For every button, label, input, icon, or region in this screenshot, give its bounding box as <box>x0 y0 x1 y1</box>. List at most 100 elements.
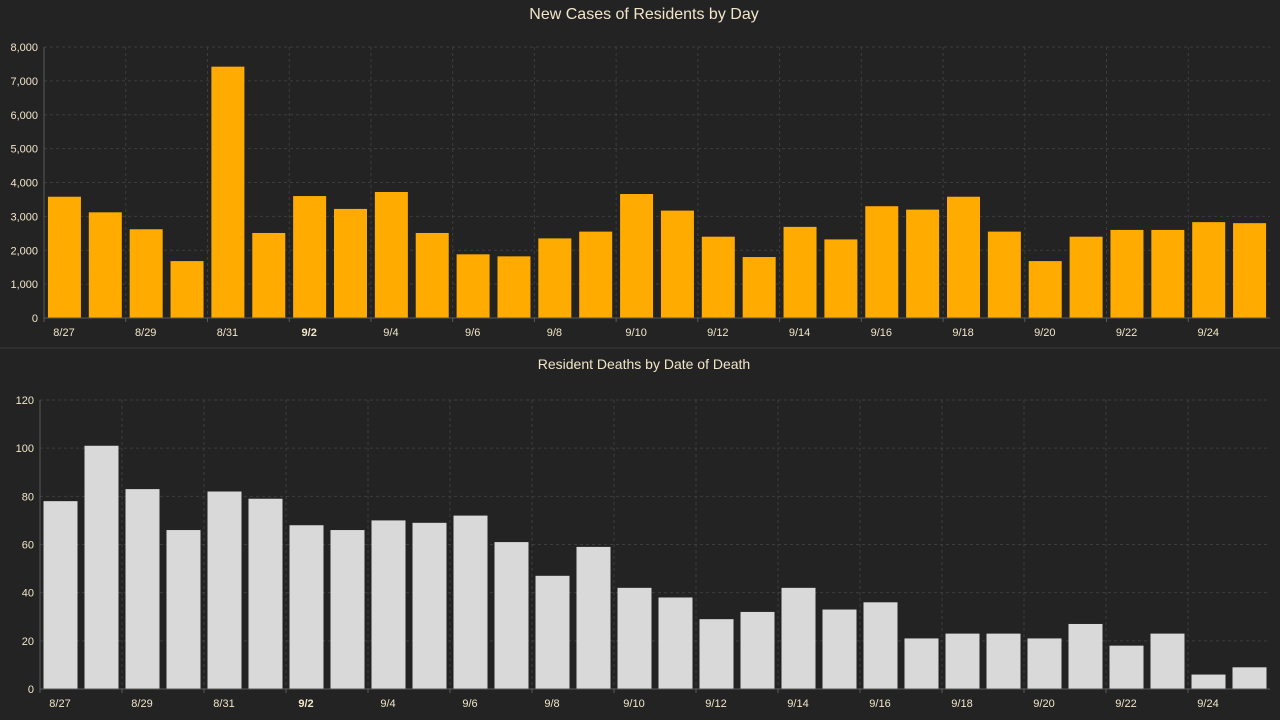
cases-x-tick-label: 8/31 <box>217 327 238 339</box>
cases-bar[interactable] <box>129 229 163 318</box>
deaths-bar[interactable] <box>371 520 406 689</box>
deaths-bar[interactable] <box>207 491 242 689</box>
deaths-bar[interactable] <box>453 515 488 689</box>
deaths-bar[interactable] <box>1109 645 1144 689</box>
deaths-bar[interactable] <box>1068 623 1103 689</box>
cases-grid <box>44 46 1270 318</box>
cases-y-tick-label: 0 <box>32 313 38 325</box>
cases-x-tick-label: 9/16 <box>871 327 892 339</box>
deaths-bar[interactable] <box>986 633 1021 689</box>
cases-bar[interactable] <box>170 261 204 318</box>
cases-x-tick-label: 9/6 <box>465 327 480 339</box>
deaths-bar[interactable] <box>248 498 283 689</box>
cases-x-tick-label: 8/27 <box>53 327 74 339</box>
cases-y-tick-label: 1,000 <box>10 279 38 291</box>
cases-x-tick-label: 9/10 <box>625 327 646 339</box>
cases-bar[interactable] <box>293 196 327 318</box>
cases-bar[interactable] <box>987 231 1021 318</box>
cases-bar[interactable] <box>1192 222 1226 318</box>
deaths-bar[interactable] <box>84 445 119 689</box>
cases-bar[interactable] <box>88 212 122 318</box>
cases-bar[interactable] <box>1233 223 1267 318</box>
deaths-y-tick-label: 120 <box>16 395 34 407</box>
cases-bar[interactable] <box>415 232 449 318</box>
deaths-bar[interactable] <box>699 619 734 689</box>
deaths-bar[interactable] <box>330 530 365 689</box>
cases-bar[interactable] <box>47 196 81 318</box>
deaths-bar[interactable] <box>1027 638 1062 689</box>
cases-chart: New Cases of Residents by Day 0 1,000 2,00… <box>10 6 1270 339</box>
cases-y-tick-label: 5,000 <box>10 144 38 156</box>
cases-bar[interactable] <box>1151 229 1185 318</box>
deaths-grid <box>40 399 1270 689</box>
cases-bar[interactable] <box>865 206 899 318</box>
cases-bar[interactable] <box>252 232 286 318</box>
cases-bar[interactable] <box>1028 261 1062 318</box>
cases-bar[interactable] <box>824 239 858 318</box>
cases-bar[interactable] <box>334 208 367 318</box>
deaths-x-tick-label: 9/4 <box>380 698 395 710</box>
deaths-bar[interactable] <box>43 501 78 689</box>
cases-x-tick-label: 9/4 <box>383 327 398 339</box>
deaths-y-tick-label: 40 <box>22 588 34 600</box>
deaths-y-tick-label: 20 <box>22 636 34 648</box>
cases-y-tick-label: 8,000 <box>10 42 38 54</box>
deaths-chart: Resident Deaths by Date of Death 0 20 40 60… <box>16 356 1270 710</box>
deaths-x-tick-label: 9/24 <box>1197 698 1218 710</box>
cases-bar[interactable] <box>497 256 531 318</box>
deaths-bar[interactable] <box>494 542 529 689</box>
cases-bar[interactable] <box>660 210 694 318</box>
cases-bar[interactable] <box>701 236 735 318</box>
deaths-x-tick-label: 9/14 <box>787 698 808 710</box>
deaths-bar[interactable] <box>576 546 611 689</box>
cases-bar[interactable] <box>538 238 572 318</box>
deaths-chart-title: Resident Deaths by Date of Death <box>538 356 750 372</box>
deaths-bar[interactable] <box>535 575 570 689</box>
cases-bar[interactable] <box>579 231 613 318</box>
cases-bar[interactable] <box>783 226 817 318</box>
deaths-x-tick-label: 9/20 <box>1033 698 1054 710</box>
cases-chart-title: New Cases of Residents by Day <box>529 6 758 23</box>
deaths-bar[interactable] <box>863 602 898 689</box>
cases-x-tick-label: 9/14 <box>789 327 810 339</box>
deaths-bar[interactable] <box>658 597 693 689</box>
deaths-x-tick-label: 9/12 <box>705 698 726 710</box>
cases-bar[interactable] <box>620 194 654 318</box>
deaths-bar[interactable] <box>781 587 816 689</box>
deaths-y-axis: 0 20 40 60 80 100 120 <box>16 395 41 696</box>
cases-bar[interactable] <box>906 209 940 318</box>
deaths-y-tick-label: 0 <box>28 684 34 696</box>
deaths-y-tick-label: 60 <box>22 540 34 552</box>
deaths-bar[interactable] <box>904 638 939 689</box>
cases-bar[interactable] <box>947 196 980 318</box>
deaths-bar[interactable] <box>1232 667 1267 689</box>
deaths-x-tick-label: 9/18 <box>951 698 972 710</box>
deaths-x-tick-label: 9/10 <box>623 698 644 710</box>
deaths-x-axis: 8/27 8/29 8/31 9/2 9/4 9/6 9/8 9/10 9/12 9/14 9/16… <box>39 688 1270 710</box>
cases-x-tick-label: 9/2 <box>302 327 317 339</box>
deaths-bar[interactable] <box>125 489 160 689</box>
deaths-bar[interactable] <box>1150 633 1185 689</box>
cases-bars <box>47 66 1267 319</box>
cases-bar[interactable] <box>1069 236 1103 318</box>
cases-x-axis: 8/27 8/29 8/31 9/2 9/4 9/6 9/8 9/10 9/12 9/14 9/16… <box>43 317 1270 339</box>
deaths-bar[interactable] <box>166 530 201 689</box>
cases-y-tick-label: 3,000 <box>10 211 38 223</box>
cases-bar[interactable] <box>456 254 490 318</box>
deaths-bar[interactable] <box>740 611 775 689</box>
cases-bar[interactable] <box>1110 229 1144 318</box>
deaths-bar[interactable] <box>617 587 652 689</box>
cases-bar[interactable] <box>742 257 776 318</box>
cases-x-tick-label: 9/22 <box>1116 327 1137 339</box>
deaths-bar[interactable] <box>412 522 447 689</box>
deaths-bar[interactable] <box>822 609 857 689</box>
deaths-x-tick-label: 8/29 <box>131 698 152 710</box>
deaths-bars <box>43 445 1267 689</box>
cases-bar[interactable] <box>211 66 245 319</box>
deaths-bar[interactable] <box>289 525 324 689</box>
cases-bar[interactable] <box>374 191 408 318</box>
cases-x-tick-label: 9/24 <box>1198 327 1219 339</box>
deaths-bar[interactable] <box>1191 674 1226 689</box>
cases-y-axis: 0 1,000 2,000 3,000 4,000 5,000 6,000 7,000 8,00… <box>10 42 45 325</box>
deaths-bar[interactable] <box>945 633 980 689</box>
